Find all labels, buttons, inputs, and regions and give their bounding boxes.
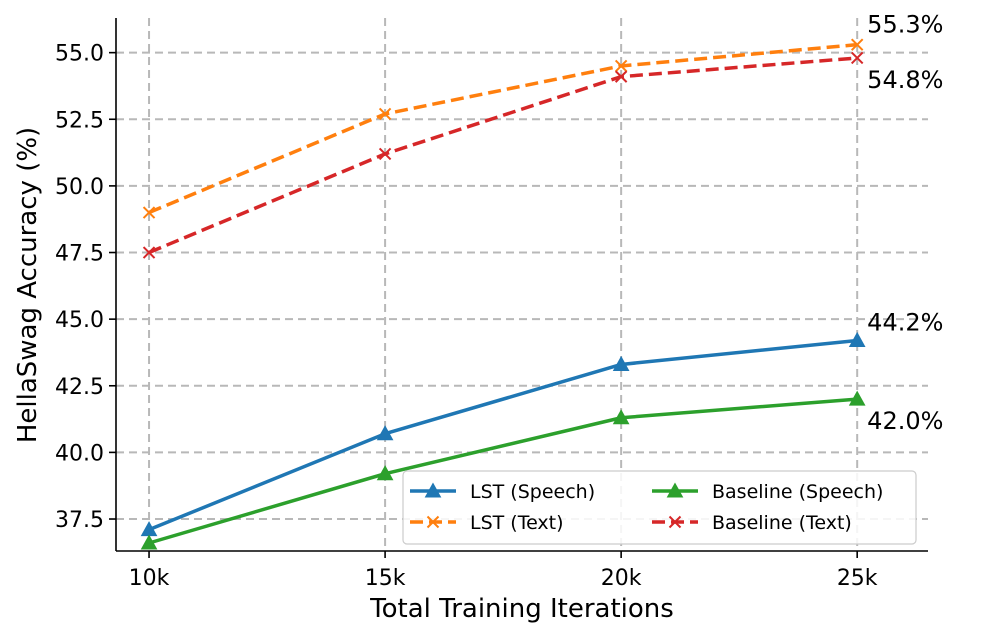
data-point-lst-text — [378, 107, 392, 121]
x-tick-label: 10k — [129, 566, 170, 591]
x-tick-label: 15k — [365, 566, 406, 591]
axes — [115, 18, 928, 552]
legend-item-baseline-speech: Baseline (Speech) — [652, 481, 883, 503]
data-point-baseline-text — [378, 147, 392, 161]
series-line-baseline-text — [148, 56, 858, 255]
data-point-baseline-speech — [140, 534, 158, 550]
x-axis-title: Total Training Iterations — [369, 594, 674, 624]
y-tick-label: 45.0 — [55, 308, 104, 333]
gridlines — [116, 18, 928, 551]
legend: LST (Speech) LST (Text) Baseline (Speech) B… — [402, 470, 917, 545]
data-point-baseline-speech — [848, 390, 866, 406]
y-tick-label: 40.0 — [55, 441, 104, 466]
legend-swatch-marker — [424, 482, 442, 498]
series-markers — [140, 38, 866, 550]
data-point-baseline-speech — [612, 409, 630, 425]
data-point-baseline-speech — [376, 465, 394, 481]
y-axis-title: HellaSwag Accuracy (%) — [13, 127, 43, 443]
x-tick-label: 20k — [601, 566, 642, 591]
legend-item-lst-speech: LST (Speech) — [410, 481, 595, 503]
data-point-lst-text — [850, 38, 864, 51]
legend-label: Baseline (Speech) — [712, 481, 883, 503]
data-point-lst-speech — [376, 425, 394, 441]
end-value-label-baseline-text: 54.8% — [867, 66, 943, 94]
y-tick-label: 37.5 — [55, 508, 104, 533]
x-tick-label: 25k — [837, 566, 878, 591]
legend-label: Baseline (Text) — [712, 512, 852, 534]
series-line-lst-text — [148, 42, 858, 215]
end-value-label-baseline-speech: 42.0% — [867, 407, 943, 435]
legend-swatch-marker — [426, 515, 440, 529]
legend-swatch-marker — [666, 482, 684, 498]
end-value-label-lst-speech: 44.2% — [867, 308, 943, 336]
y-tick-label: 52.5 — [55, 108, 104, 133]
legend-frame — [402, 470, 917, 545]
series-lines — [148, 42, 858, 545]
data-point-lst-text — [614, 59, 628, 73]
legend-label: LST (Speech) — [470, 481, 595, 503]
data-point-lst-text — [142, 206, 156, 219]
tick-marks-and-labels: 37.5 40.0 42.5 45.0 47.5 50.0 52.5 55.0 10k 15k 20… — [55, 42, 878, 591]
data-point-baseline-text — [850, 51, 864, 65]
data-point-lst-speech — [848, 331, 866, 347]
series-line-baseline-speech — [148, 397, 858, 545]
legend-item-baseline-text: Baseline (Text) — [652, 512, 852, 534]
data-point-baseline-text — [142, 246, 156, 259]
y-tick-label: 47.5 — [55, 242, 104, 267]
y-tick-label: 50.0 — [55, 175, 104, 200]
legend-item-lst-text: LST (Text) — [410, 512, 564, 534]
legend-label: LST (Text) — [470, 512, 564, 534]
end-value-labels: 55.3% 54.8% 44.2% 42.0% — [867, 11, 943, 435]
y-tick-label: 42.5 — [55, 375, 104, 400]
data-point-baseline-text — [614, 70, 628, 83]
legend-swatch-marker — [668, 515, 682, 529]
series-line-lst-speech — [148, 338, 858, 532]
data-point-lst-speech — [612, 355, 630, 371]
y-tick-label: 55.0 — [55, 42, 104, 67]
end-value-label-lst-text: 55.3% — [867, 11, 943, 39]
